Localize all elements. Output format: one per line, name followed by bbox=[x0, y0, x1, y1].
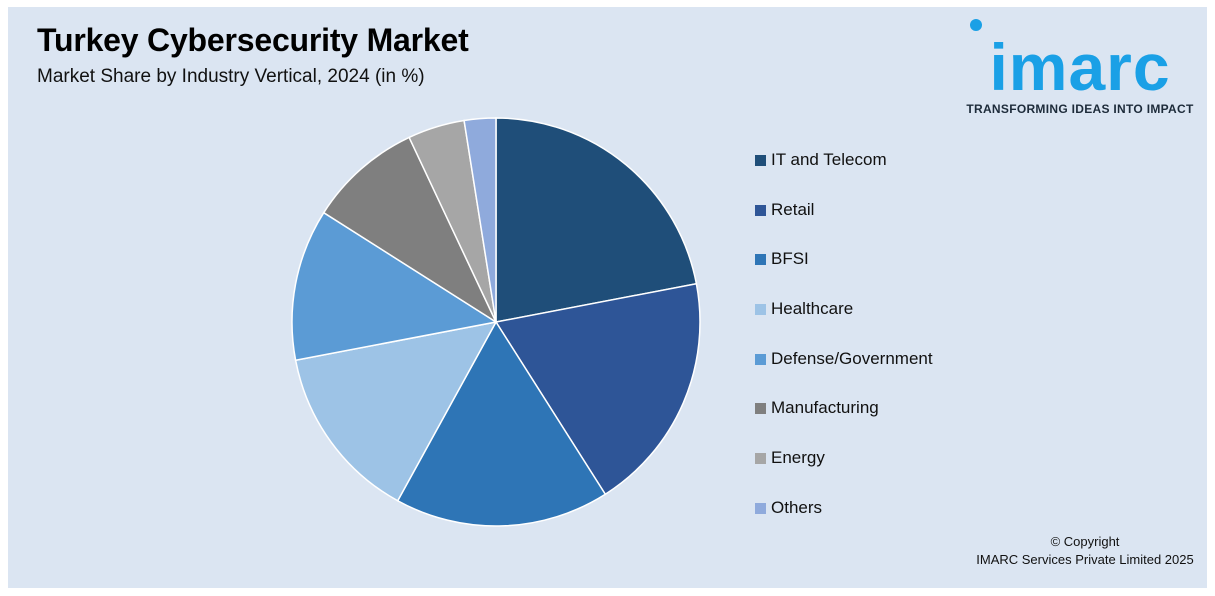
legend-label-healthcare: Healthcare bbox=[771, 299, 854, 319]
legend-item-energy: Energy bbox=[755, 448, 933, 498]
legend-swatch-retail bbox=[755, 204, 766, 216]
logo-dot-icon bbox=[970, 19, 982, 31]
legend-label-bfsi: BFSI bbox=[771, 249, 809, 269]
pie-slice-bfsi bbox=[396, 320, 607, 527]
chart-subtitle: Market Share by Industry Vertical, 2024 … bbox=[37, 66, 425, 87]
legend-swatch-healthcare bbox=[755, 304, 766, 316]
pie-slice-defense-government bbox=[291, 211, 499, 362]
legend-item-bfsi: BFSI bbox=[755, 249, 933, 299]
pie-slice-retail bbox=[494, 282, 701, 496]
legend-swatch-energy bbox=[755, 453, 766, 465]
legend-swatch-bfsi bbox=[755, 254, 766, 266]
pie-slice-manufacturing bbox=[322, 136, 498, 325]
legend-item-manufacturing: Manufacturing bbox=[755, 398, 933, 448]
legend-item-others: Others bbox=[755, 498, 933, 548]
legend-label-energy: Energy bbox=[771, 448, 825, 468]
legend-item-it-and-telecom: IT and Telecom bbox=[755, 150, 933, 200]
legend-swatch-it-and-telecom bbox=[755, 155, 766, 166]
pie-slice-healthcare bbox=[294, 320, 498, 502]
legend-item-defense-government: Defense/Government bbox=[755, 349, 933, 399]
copyright-line-1: © Copyright bbox=[1050, 534, 1120, 549]
imarc-logo: imarc TRANSFORMING IDEAS INTO IMPACT bbox=[964, 18, 1196, 118]
legend-label-manufacturing: Manufacturing bbox=[771, 398, 879, 418]
legend-label-retail: Retail bbox=[771, 199, 815, 219]
pie-slice-it-and-telecom bbox=[495, 117, 698, 323]
logo-wordmark: imarc bbox=[989, 30, 1171, 104]
legend-swatch-others bbox=[755, 502, 766, 514]
legend-label-defense-government: Defense/Government bbox=[771, 348, 933, 368]
chart-title: Turkey Cybersecurity Market bbox=[37, 22, 469, 58]
legend-item-healthcare: Healthcare bbox=[755, 299, 933, 349]
legend-label-others: Others bbox=[771, 497, 823, 517]
legend-swatch-manufacturing bbox=[755, 403, 766, 415]
copyright-notice: © Copyright IMARC Services Private Limit… bbox=[960, 533, 1210, 569]
legend-item-retail: Retail bbox=[755, 200, 933, 250]
chart-legend: IT and Telecom Retail BFSI Healthcare Defens… bbox=[755, 150, 933, 548]
logo-tagline: TRANSFORMING IDEAS INTO IMPACT bbox=[966, 102, 1194, 116]
pie-slice-others bbox=[463, 117, 497, 323]
copyright-line-2: IMARC Services Private Limited 2025 bbox=[976, 552, 1194, 567]
legend-label-it-and-telecom: IT and Telecom bbox=[771, 150, 887, 169]
legend-swatch-defense-government bbox=[755, 353, 766, 365]
